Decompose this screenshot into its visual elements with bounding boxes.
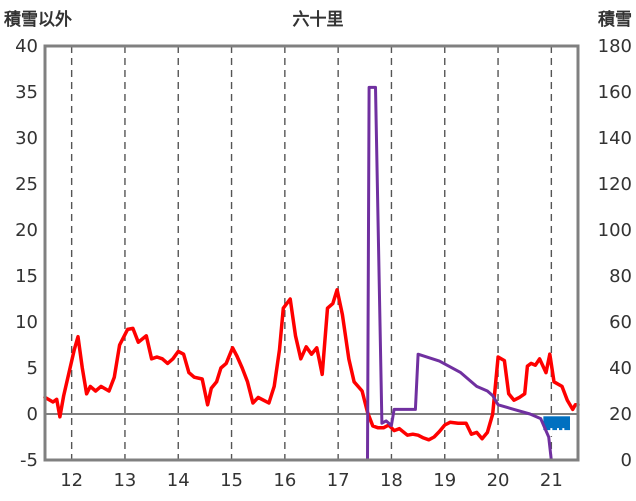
- snow_depth-line: [43, 85, 580, 462]
- left-tick-label: 5: [27, 358, 38, 379]
- x-tick-label: 21: [540, 470, 563, 491]
- x-tick-label: 19: [433, 470, 456, 491]
- right-tick-label: 180: [598, 36, 632, 57]
- precip-bar-0: [543, 416, 571, 431]
- left-tick-label: 25: [15, 174, 38, 195]
- x-tick-label: 18: [380, 470, 403, 491]
- left-axis-title: 積雪以外: [4, 9, 72, 30]
- left-tick-label: -5: [20, 450, 38, 471]
- left-axis-ticks: -5 0 5 10 15 20 25 30 35 40: [15, 36, 38, 471]
- right-axis-title: 積雪: [598, 9, 632, 30]
- x-tick-label: 16: [273, 470, 296, 491]
- right-tick-label: 40: [609, 358, 632, 379]
- chart-title: 六十里: [293, 9, 344, 30]
- right-tick-label: 0: [621, 450, 632, 471]
- left-tick-label: 40: [15, 36, 38, 57]
- right-tick-label: 60: [609, 312, 632, 333]
- left-tick-label: 35: [15, 82, 38, 103]
- left-tick-label: 10: [15, 312, 38, 333]
- left-tick-label: 15: [15, 266, 38, 287]
- vertical-grid: [70, 46, 553, 460]
- x-tick-label: 13: [113, 470, 136, 491]
- x-tick-label: 17: [327, 470, 350, 491]
- right-tick-label: 20: [609, 404, 632, 425]
- plot-frame: [43, 44, 580, 462]
- left-tick-label: 20: [15, 220, 38, 241]
- x-tick-label: 20: [487, 470, 510, 491]
- right-tick-label: 120: [598, 174, 632, 195]
- precipitation-bars: [543, 416, 571, 437]
- left-tick-label: 0: [27, 404, 38, 425]
- x-tick-label: 12: [60, 470, 83, 491]
- left-tick-label: 30: [15, 128, 38, 149]
- right-tick-label: 140: [598, 128, 632, 149]
- x-tick-label: 14: [167, 470, 190, 491]
- temperature-line: [43, 288, 580, 442]
- x-axis-ticks: 12 13 14 15 16 17 18 19 20 21: [60, 470, 563, 491]
- right-tick-label: 80: [609, 266, 632, 287]
- x-tick-label: 15: [220, 470, 243, 491]
- right-axis-ticks: 0 20 40 60 80 100 120 140 160 180: [598, 36, 632, 471]
- right-tick-label: 100: [598, 220, 632, 241]
- right-tick-label: 160: [598, 82, 632, 103]
- series-lines: [43, 85, 580, 462]
